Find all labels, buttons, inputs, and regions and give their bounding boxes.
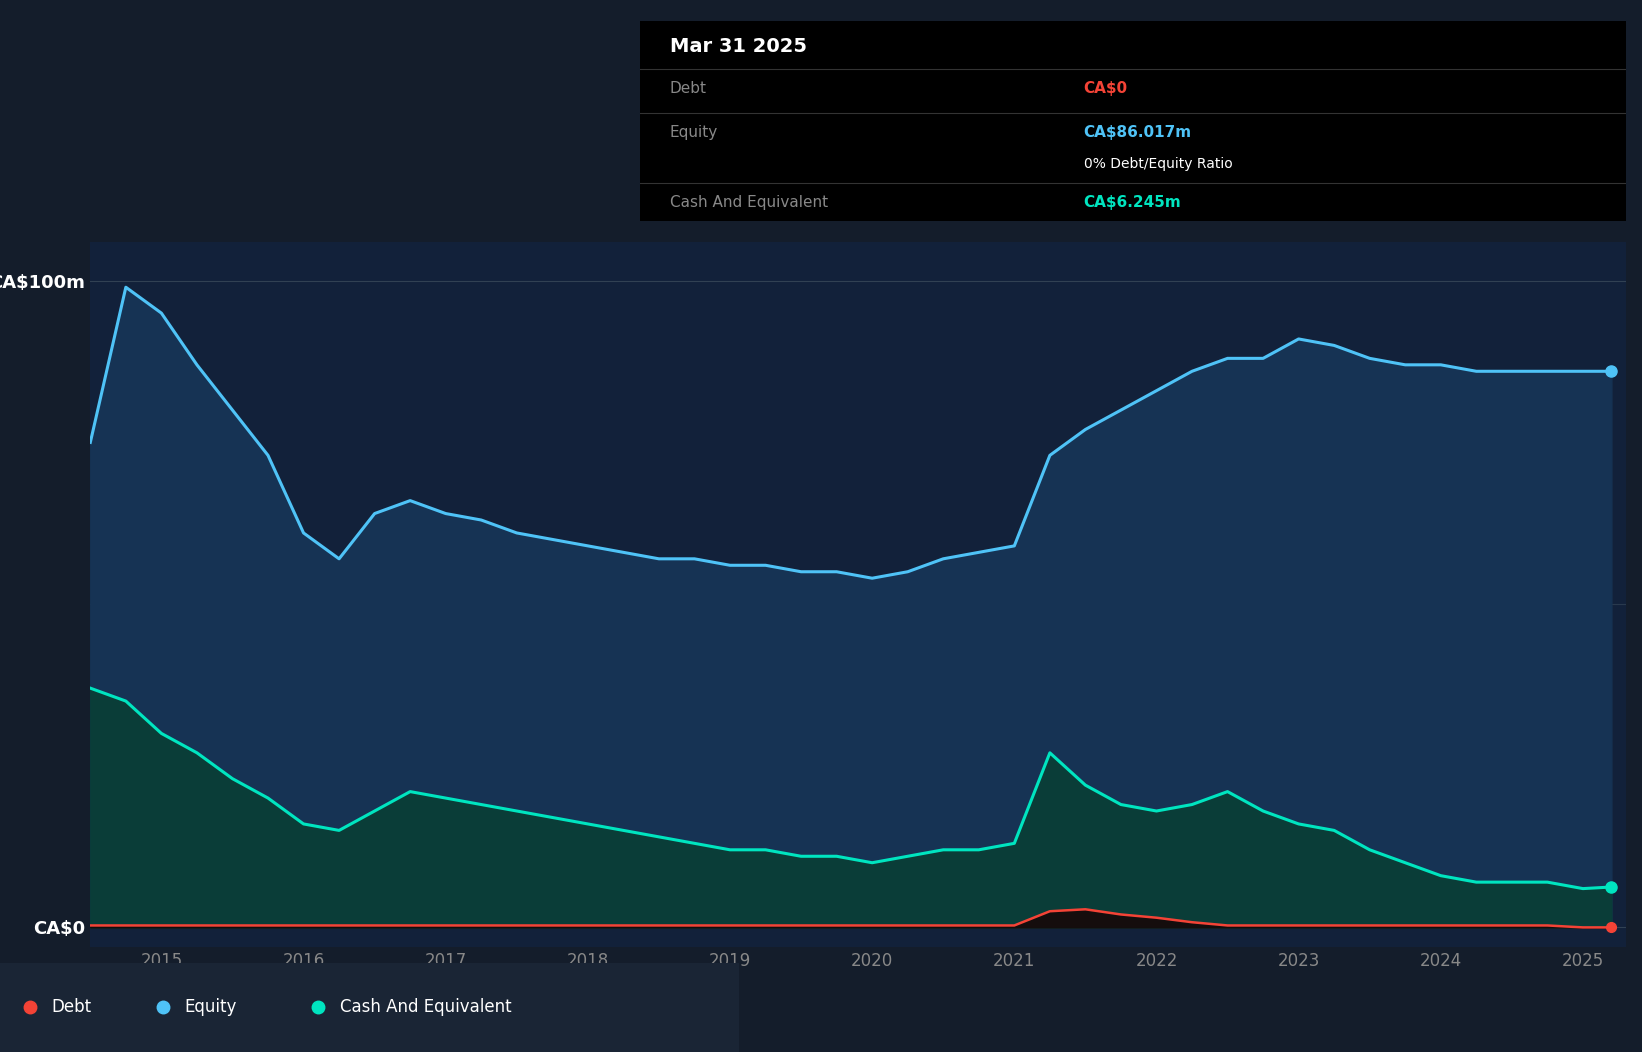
Text: Cash And Equivalent: Cash And Equivalent — [670, 195, 828, 210]
Text: Equity: Equity — [670, 125, 718, 140]
Text: CA$86.017m: CA$86.017m — [1084, 125, 1192, 140]
Text: Equity: Equity — [184, 998, 236, 1016]
Text: Mar 31 2025: Mar 31 2025 — [670, 37, 806, 56]
Text: Debt: Debt — [670, 81, 708, 96]
Text: Debt: Debt — [53, 998, 92, 1016]
Text: CA$6.245m: CA$6.245m — [1084, 195, 1182, 210]
Text: Cash And Equivalent: Cash And Equivalent — [340, 998, 512, 1016]
Text: CA$0: CA$0 — [1084, 81, 1128, 96]
Text: 0% Debt/Equity Ratio: 0% Debt/Equity Ratio — [1084, 157, 1233, 171]
